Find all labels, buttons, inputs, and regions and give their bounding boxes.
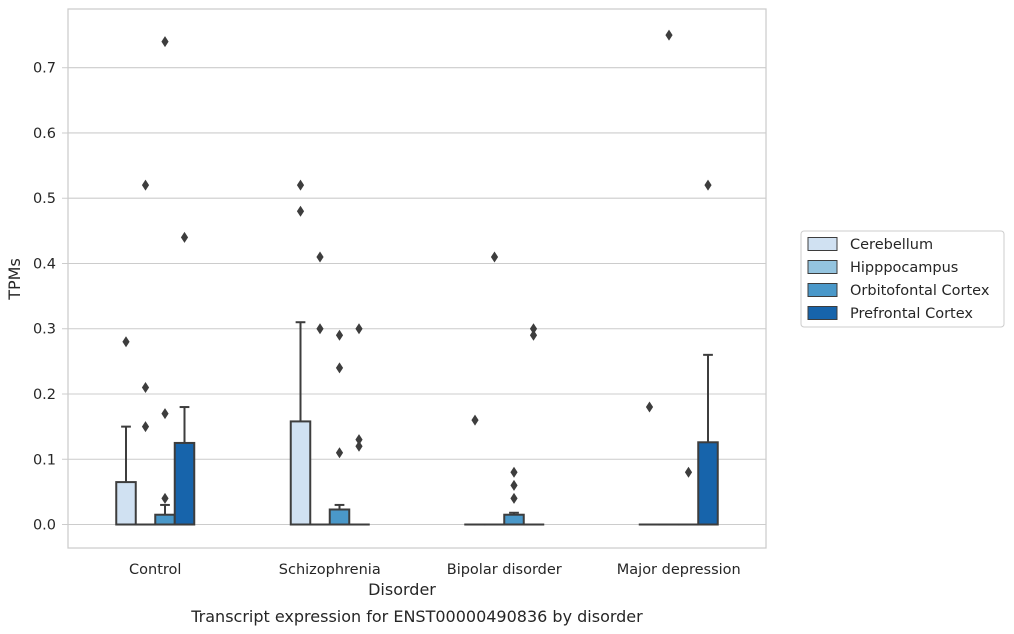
box-body: [115, 481, 137, 526]
legend-label: Hipppocampus: [850, 260, 958, 276]
legend: Cerebellum Hipppocampus Orbitofontal Corte…: [800, 230, 1005, 328]
box-plots: [115, 29, 719, 526]
box-body: [503, 513, 525, 526]
outlier-point: [355, 323, 363, 335]
outlier-point: [316, 323, 324, 335]
outlier-point: [296, 179, 305, 191]
box-prefrontal-cortex: [348, 323, 370, 526]
y-tick-label: 0.3: [33, 322, 56, 338]
box-hipppocampus: [309, 251, 331, 526]
outlier-point: [161, 492, 169, 504]
outlier-point: [141, 421, 150, 433]
box-body: [173, 441, 196, 526]
box-cerebellum: [115, 336, 137, 526]
outlier-point: [665, 29, 673, 41]
outlier-point: [141, 381, 150, 393]
y-tick-label: 0.5: [33, 191, 56, 207]
outlier-point: [161, 36, 169, 48]
gridlines: [68, 67, 766, 526]
outlier-point: [122, 336, 130, 348]
outlier-point: [684, 466, 693, 478]
y-tick-label: 0.2: [33, 387, 56, 403]
x-tick-label: Control: [129, 562, 181, 578]
outlier-point: [180, 231, 189, 243]
y-tick-label: 0.0: [33, 518, 56, 534]
legend-frame: [800, 230, 1005, 328]
box-cerebellum: [289, 179, 312, 526]
box-hipppocampus: [658, 29, 680, 526]
outlier-point: [296, 205, 305, 217]
outlier-point: [355, 440, 363, 452]
outlier-point: [490, 251, 499, 263]
chart-caption: Transcript expression for ENST0000049083…: [190, 607, 643, 626]
legend-swatch: [807, 283, 838, 297]
box-body: [289, 420, 312, 526]
x-tick-label: Schizophrenia: [279, 562, 381, 578]
outlier-point: [529, 323, 538, 335]
y-tick-label: 0.1: [33, 452, 56, 468]
outlier-point: [335, 447, 344, 459]
outlier-point: [141, 179, 150, 191]
y-tick-label: 0.4: [33, 256, 56, 272]
outlier-point: [704, 179, 712, 191]
legend-swatch: [807, 306, 838, 320]
x-axis-ticks: Control Schizophrenia Bipolar disorder Majo…: [129, 562, 741, 578]
box-cerebellum: [638, 401, 661, 526]
outlier-point: [645, 401, 654, 413]
outlier-point: [510, 466, 518, 478]
x-tick-label: Bipolar disorder: [447, 562, 562, 578]
x-axis-label: Disorder: [368, 580, 436, 599]
box-hipppocampus: [483, 251, 506, 526]
outlier-point: [529, 329, 538, 341]
y-tick-label: 0.7: [33, 61, 56, 77]
box-prefrontal-cortex: [697, 179, 719, 526]
box-orbitofontal-cortex: [328, 329, 351, 526]
x-tick-label: Major depression: [617, 562, 741, 578]
box-hipppocampus: [134, 179, 157, 526]
legend-swatch: [807, 237, 838, 251]
legend-label: Prefrontal Cortex: [850, 306, 973, 322]
box-body: [328, 508, 351, 526]
legend-swatch: [807, 260, 838, 274]
y-tick-label: 0.6: [33, 126, 56, 142]
outlier-point: [510, 492, 518, 504]
legend-items: Cerebellum Hipppocampus Orbitofontal Corte…: [807, 237, 990, 322]
outlier-point: [335, 329, 344, 341]
box-orbitofontal-cortex: [503, 466, 525, 526]
plot-area-frame: [67, 8, 767, 549]
box-body: [154, 513, 176, 526]
y-axis-label: TPMs: [5, 258, 24, 301]
outlier-point: [316, 251, 324, 263]
y-axis-ticks: 0.0 0.1 0.2 0.3 0.4 0.5 0.6 0.7: [33, 61, 68, 534]
outlier-point: [335, 362, 344, 374]
box-body: [697, 441, 719, 526]
outlier-point: [161, 408, 169, 420]
box-orbitofontal-cortex: [154, 36, 176, 526]
legend-label: Orbitofontal Cortex: [850, 283, 990, 299]
legend-label: Cerebellum: [850, 237, 933, 253]
box-cerebellum: [464, 414, 486, 526]
box-prefrontal-cortex: [522, 323, 545, 526]
box-orbitofontal-cortex: [677, 466, 700, 526]
outlier-point: [355, 434, 363, 446]
outlier-point: [471, 414, 479, 426]
box-prefrontal-cortex: [173, 231, 196, 526]
outlier-point: [510, 479, 518, 491]
